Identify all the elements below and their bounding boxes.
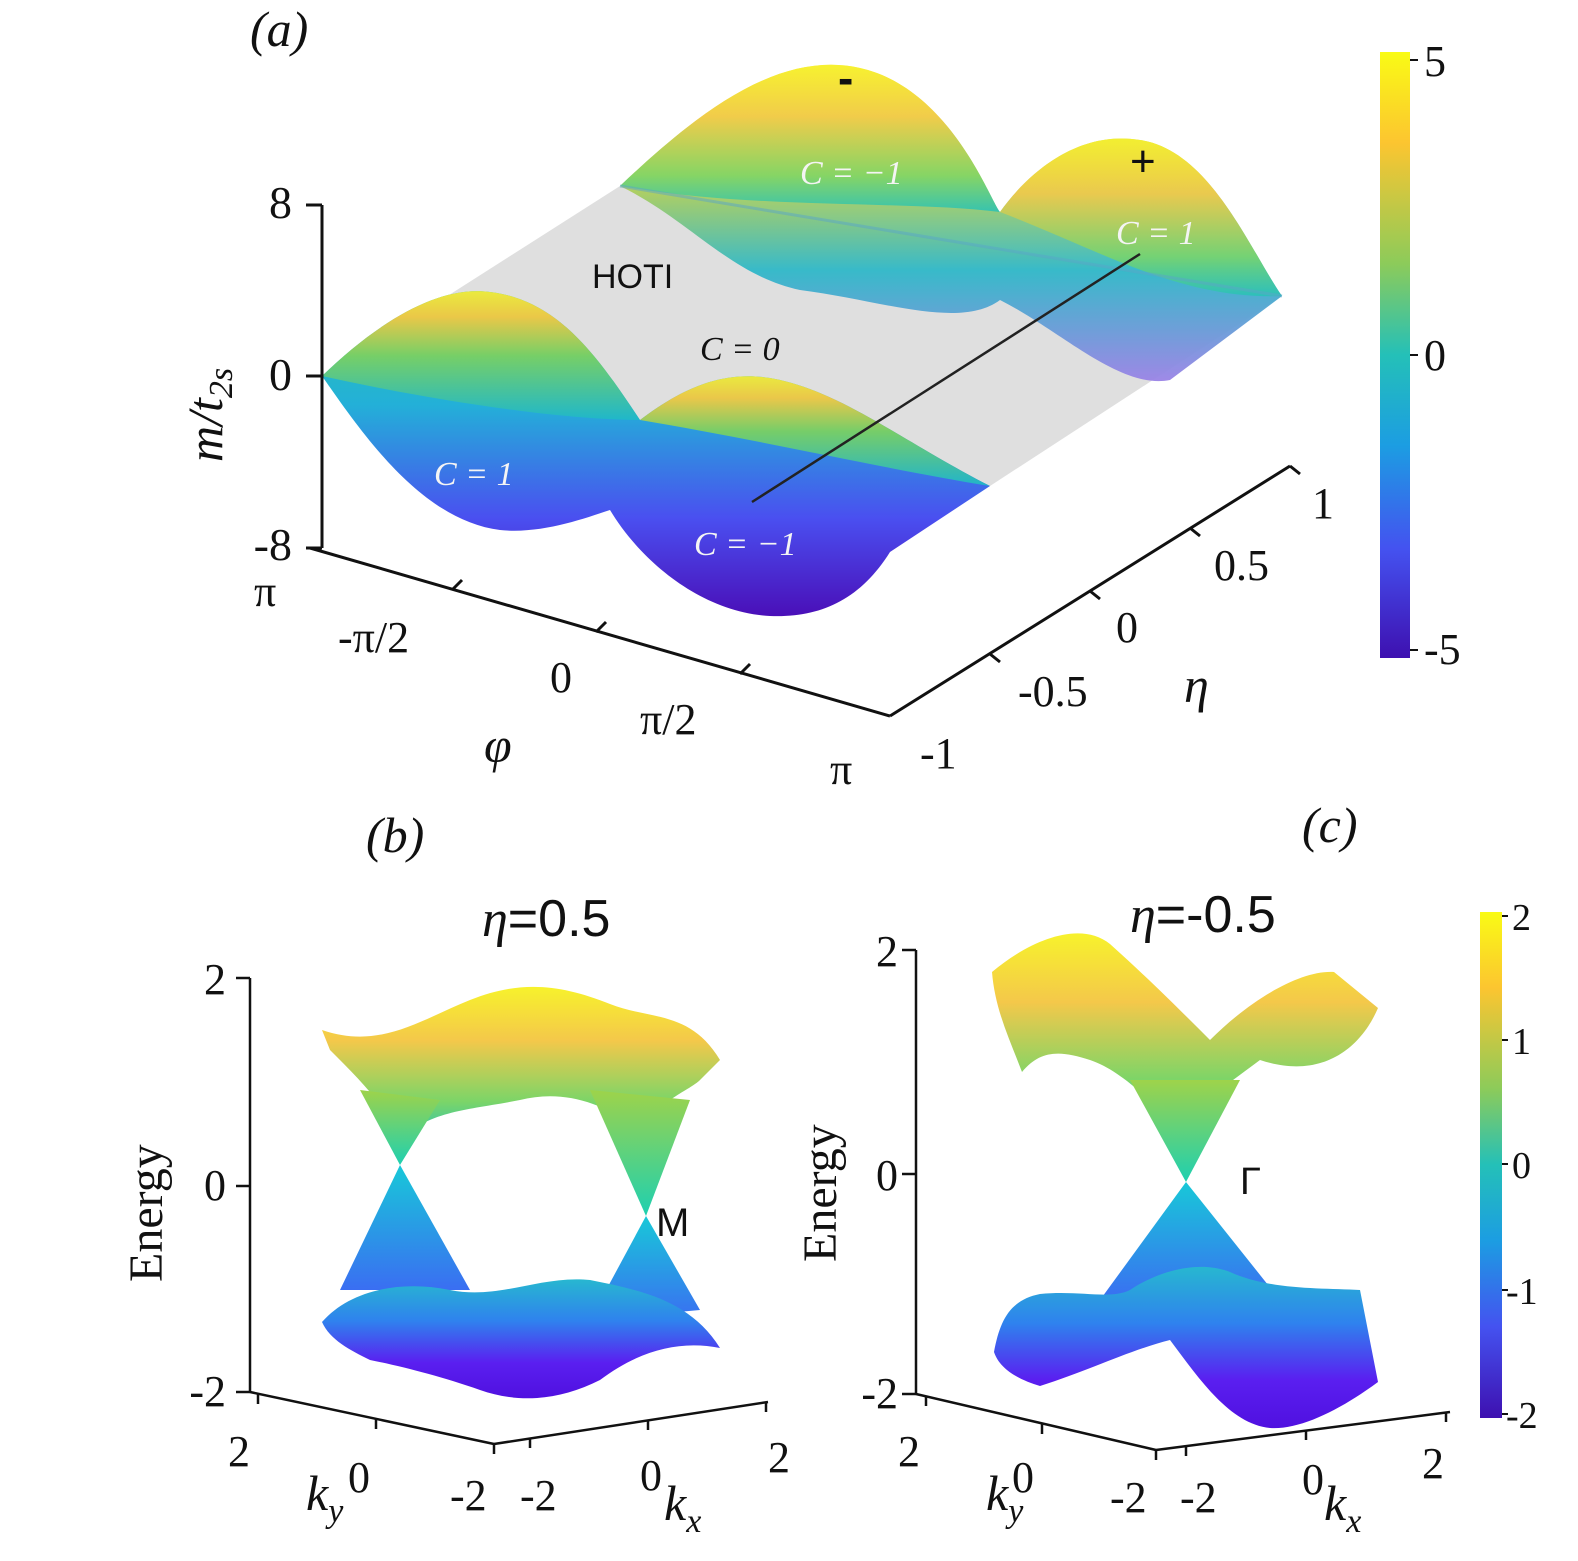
colorbar-a-tick-0: 0 bbox=[1424, 331, 1446, 380]
region-label-c1-back: C = 1 bbox=[1116, 215, 1196, 252]
z-tick-8: 8 bbox=[269, 177, 292, 228]
marker-minus: - bbox=[838, 52, 853, 104]
phi-tick-3: π/2 bbox=[640, 695, 696, 744]
panel-c-label: (c) bbox=[1302, 797, 1358, 853]
colorbar-a bbox=[1380, 52, 1410, 658]
region-label-hoti: HOTI bbox=[592, 258, 673, 296]
c-kx-tick-2: 2 bbox=[1422, 1439, 1444, 1488]
c-z-label: Energy bbox=[794, 1124, 847, 1262]
b-kx-tick-m2: -2 bbox=[520, 1471, 557, 1520]
panel-c-title: η=-0.5 bbox=[1130, 886, 1276, 944]
annotation-gamma: Γ bbox=[1240, 1161, 1261, 1203]
eta-tick-2: 0 bbox=[1116, 603, 1138, 652]
b-z-tick-m2: -2 bbox=[189, 1367, 226, 1416]
b-z-label: Energy bbox=[120, 1144, 173, 1282]
eta-axis-label: η bbox=[1184, 657, 1209, 713]
colorbar-a-tick-5: 5 bbox=[1424, 37, 1446, 86]
band-b-lower bbox=[322, 1279, 720, 1399]
region-label-c0: C = 0 bbox=[700, 331, 780, 368]
z-tick-0: 0 bbox=[269, 349, 292, 400]
axes-b bbox=[236, 976, 769, 1454]
c-ky-tick-2: 2 bbox=[898, 1427, 920, 1476]
region-label-cm1-back: C = −1 bbox=[800, 155, 903, 192]
panel-b-label: (b) bbox=[366, 807, 424, 863]
b-ky-tick-0: 0 bbox=[348, 1453, 370, 1502]
region-label-cm1-front: C = −1 bbox=[694, 526, 797, 563]
cone-c-upper bbox=[1130, 1080, 1240, 1182]
marker-plus: + bbox=[1130, 137, 1156, 186]
colorbar-c-tick-m1: -1 bbox=[1506, 1271, 1538, 1313]
c-z-tick-m2: -2 bbox=[861, 1369, 898, 1418]
eta-tick-0: -1 bbox=[920, 729, 957, 778]
cone-b-upper-left bbox=[360, 1090, 440, 1165]
z-axis-a bbox=[306, 203, 324, 550]
panel-a: (a) HOTI C = 0 C = 1 C = −1 C = −1 C = 1… bbox=[177, 1, 1461, 794]
phi-tick-0: π bbox=[254, 567, 276, 616]
c-ky-tick-0: 0 bbox=[1012, 1453, 1034, 1502]
cone-c-lower bbox=[1100, 1182, 1280, 1300]
c-ky-tick-m2: -2 bbox=[1110, 1473, 1147, 1522]
cone-b-lower-left bbox=[340, 1165, 470, 1290]
eta-tick-3: 0.5 bbox=[1214, 541, 1269, 590]
panel-b-title: η=0.5 bbox=[482, 890, 610, 948]
region-label-c1-left: C = 1 bbox=[434, 456, 514, 493]
band-c-lower bbox=[994, 1266, 1378, 1429]
colorbar-c bbox=[1480, 912, 1502, 1418]
b-z-tick-2: 2 bbox=[204, 955, 226, 1004]
colorbar-c-tick-0: 0 bbox=[1512, 1145, 1531, 1187]
b-z-tick-0: 0 bbox=[204, 1161, 226, 1210]
panel-a-label: (a) bbox=[250, 1, 308, 57]
phi-axis-label: φ bbox=[484, 717, 512, 773]
c-kx-label: kx bbox=[1324, 1475, 1361, 1540]
b-ky-label: ky bbox=[306, 1465, 344, 1530]
z-tick-m8: -8 bbox=[254, 519, 292, 570]
b-ky-tick-m2: -2 bbox=[450, 1471, 487, 1520]
phi-tick-1: -π/2 bbox=[338, 613, 409, 662]
colorbar-c-tick-m2: -2 bbox=[1506, 1395, 1538, 1437]
phi-axis bbox=[309, 546, 891, 718]
cone-b-upper-right bbox=[590, 1090, 690, 1216]
upper-surface bbox=[619, 64, 1283, 382]
eta-tick-4: 1 bbox=[1312, 479, 1334, 528]
c-kx-tick-0: 0 bbox=[1302, 1455, 1324, 1504]
panel-c: (c) η=-0.5 Γ 2 0 -2 Energy 2 0 -2 -2 0 bbox=[794, 797, 1538, 1540]
lower-surface bbox=[322, 291, 990, 617]
b-kx-tick-0: 0 bbox=[640, 1451, 662, 1500]
panel-b: (b) η=0.5 M 2 0 -2 Energy bbox=[120, 807, 790, 1540]
eta-tick-1: -0.5 bbox=[1018, 667, 1088, 716]
z-axis-label-a: m/t2s bbox=[177, 368, 240, 462]
guide-line bbox=[751, 252, 1141, 504]
c-kx-tick-m2: -2 bbox=[1180, 1473, 1217, 1522]
eta-axis bbox=[889, 464, 1301, 718]
phi-tick-2: 0 bbox=[550, 653, 572, 702]
colorbar-c-tick-2: 2 bbox=[1512, 897, 1531, 939]
band-c-upper bbox=[992, 933, 1378, 1130]
b-kx-label: kx bbox=[664, 1475, 701, 1540]
colorbar-a-tick-m5: -5 bbox=[1424, 625, 1461, 674]
c-z-tick-0: 0 bbox=[876, 1151, 898, 1200]
b-kx-tick-2: 2 bbox=[768, 1433, 790, 1482]
b-ky-tick-2: 2 bbox=[228, 1427, 250, 1476]
annotation-m: M bbox=[656, 1201, 689, 1245]
c-z-tick-2: 2 bbox=[876, 927, 898, 976]
axes-c bbox=[902, 948, 1451, 1460]
colorbar-c-tick-1: 1 bbox=[1512, 1021, 1531, 1063]
phi-tick-4: π bbox=[830, 745, 852, 794]
